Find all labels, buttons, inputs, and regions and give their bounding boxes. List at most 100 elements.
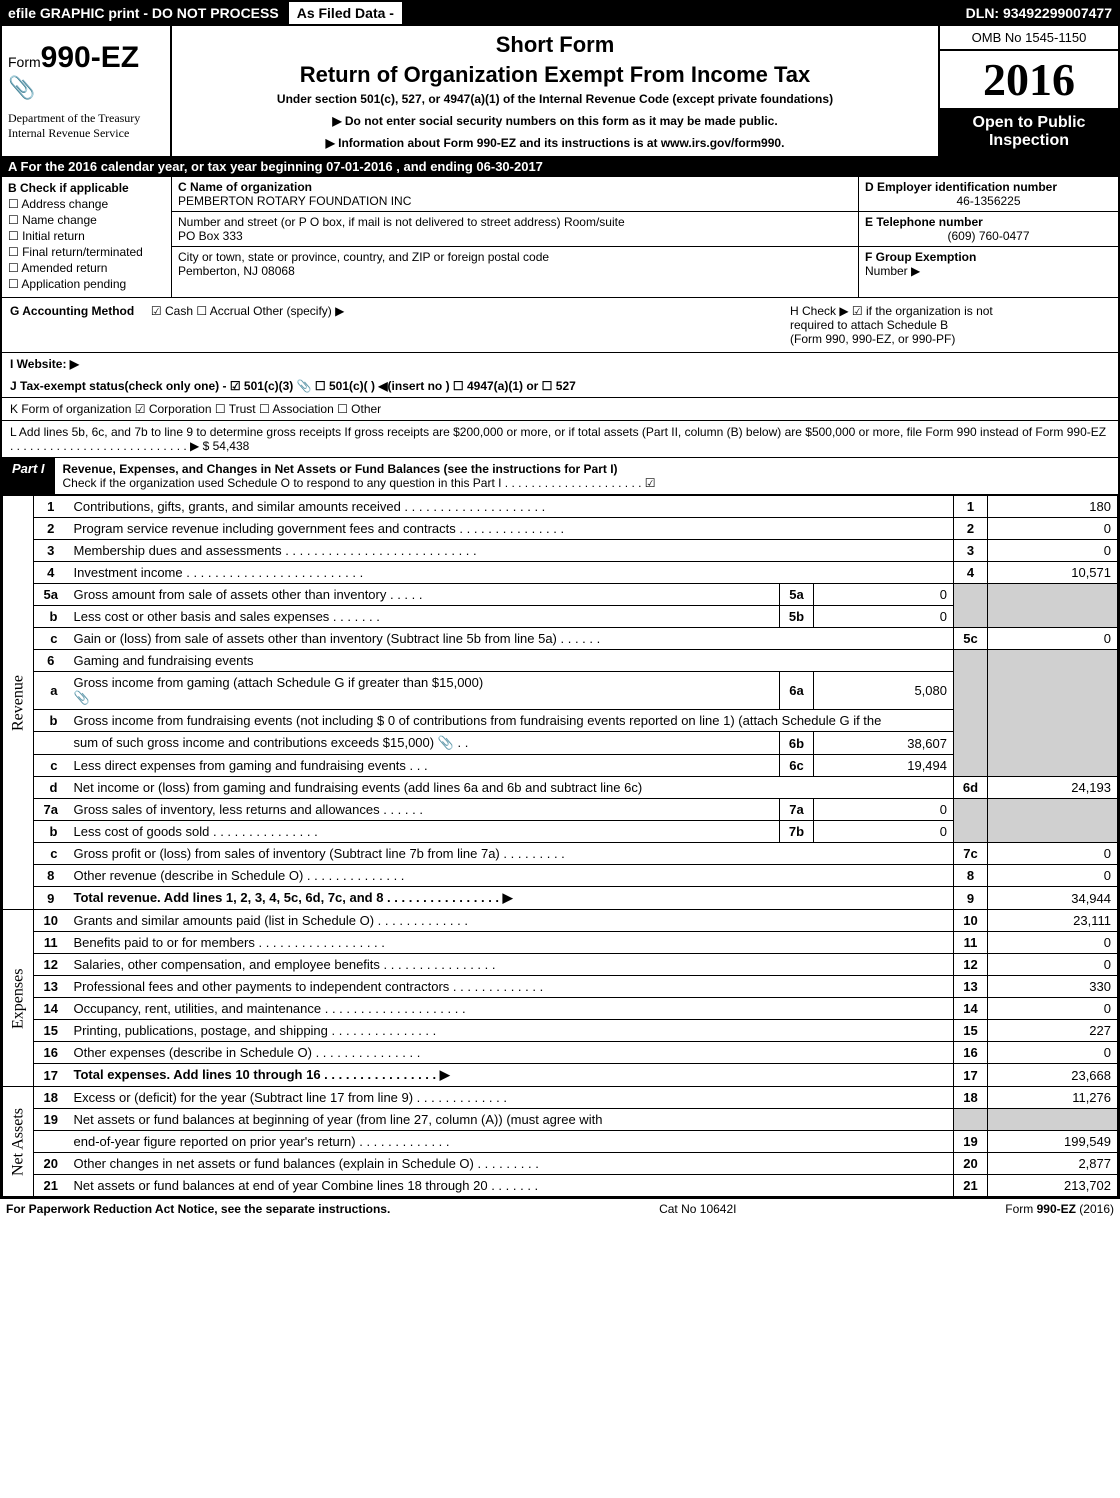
r20-no: 20 [34,1153,68,1175]
efile-label: efile GRAPHIC print - DO NOT PROCESS [2,2,285,24]
row-6b2: sum of such gross income and contributio… [3,732,1118,755]
r19b-no [34,1131,68,1153]
footer-right: Form 990-EZ (2016) [1005,1202,1114,1216]
check-name-change[interactable]: ☐ Name change [8,213,165,227]
r5c-no: c [34,628,68,650]
as-filed-label: As Filed Data - [289,2,402,24]
r20-ov: 2,877 [988,1153,1118,1175]
check-application-pending[interactable]: ☐ Application pending [8,277,165,291]
r10-desc: Grants and similar amounts paid (list in… [68,910,954,932]
r6a-iv: 5,080 [814,672,954,710]
h-line3: (Form 990, 990-EZ, or 990-PF) [790,332,1110,346]
r8-ov: 0 [988,865,1118,887]
section-b: B Check if applicable ☐ Address change ☐… [2,177,172,297]
open-to-public: Open to Public Inspection [940,108,1118,156]
r17-no: 17 [34,1064,68,1087]
part-i-sub: Check if the organization used Schedule … [63,476,656,490]
clip-icon: 📎 [8,75,164,101]
r7c-no: c [34,843,68,865]
r16-no: 16 [34,1042,68,1064]
r14-no: 14 [34,998,68,1020]
line-k: K Form of organization ☑ Corporation ☐ T… [2,397,1118,420]
r1-desc: Contributions, gifts, grants, and simila… [68,496,954,518]
r6-no: 6 [34,650,68,672]
row-2: 2 Program service revenue including gove… [3,518,1118,540]
ein: 46-1356225 [865,194,1112,208]
check-final-return[interactable]: ☐ Final return/terminated [8,245,165,259]
g-options[interactable]: ☑ Cash ☐ Accrual Other (specify) ▶ [151,304,344,318]
r8-on: 8 [954,865,988,887]
line-i: I Website: ▶ [2,352,1118,375]
r21-ov: 213,702 [988,1175,1118,1197]
city-label: City or town, state or province, country… [178,250,852,264]
r6d-ov: 24,193 [988,777,1118,799]
line-j: J Tax-exempt status(check only one) - ☑ … [2,375,1118,397]
group-number: Number ▶ [865,264,920,278]
r14-ov: 0 [988,998,1118,1020]
r5a-desc: Gross amount from sale of assets other t… [68,584,780,606]
r12-desc: Salaries, other compensation, and employ… [68,954,954,976]
group-label: F Group Exemption [865,250,976,264]
r5-gray-ov [988,584,1118,628]
r8-no: 8 [34,865,68,887]
check-amended-return[interactable]: ☐ Amended return [8,261,165,275]
form-no-big: 990-EZ [41,41,139,74]
footer-form-no: 990-EZ [1037,1202,1076,1216]
r17-on: 17 [954,1064,988,1087]
r19-gray-ov [988,1109,1118,1131]
r6-gray-ov [988,650,1118,777]
phone: (609) 760-0477 [865,229,1112,243]
r7-gray-ov [988,799,1118,843]
org-name-cell: C Name of organization PEMBERTON ROTARY … [172,177,858,212]
org-name-label: C Name of organization [178,180,852,194]
footer-left: For Paperwork Reduction Act Notice, see … [6,1202,390,1216]
r19-desc: Net assets or fund balances at beginning… [68,1109,954,1131]
open-line1: Open to Public [944,114,1114,132]
dept-irs: Internal Revenue Service [8,126,164,141]
r7a-desc: Gross sales of inventory, less returns a… [68,799,780,821]
row-6a: a Gross income from gaming (attach Sched… [3,672,1118,710]
r6b2-no [34,732,68,755]
city: Pemberton, NJ 08068 [178,264,852,278]
tax-year: 2016 [940,51,1118,108]
street-label: Number and street (or P O box, if mail i… [178,215,852,229]
dln-label: DLN: 93492299007477 [960,2,1118,24]
street-cell: Number and street (or P O box, if mail i… [172,212,858,247]
r18-on: 18 [954,1087,988,1109]
r3-no: 3 [34,540,68,562]
r19b-desc: end-of-year figure reported on prior yea… [68,1131,954,1153]
r7c-desc: Gross profit or (loss) from sales of inv… [68,843,954,865]
r19-gray-on [954,1109,988,1131]
r21-desc: Net assets or fund balances at end of ye… [68,1175,954,1197]
footer-mid: Cat No 10642I [390,1202,1005,1216]
r5a-no: 5a [34,584,68,606]
g-label: G Accounting Method [10,304,134,318]
r7b-iv: 0 [814,821,954,843]
r15-on: 15 [954,1020,988,1042]
r5c-desc: Gain or (loss) from sale of assets other… [68,628,954,650]
r12-ov: 0 [988,954,1118,976]
r6c-iv: 19,494 [814,755,954,777]
r19b-on: 19 [954,1131,988,1153]
r6d-desc: Net income or (loss) from gaming and fun… [68,777,954,799]
row-7c: c Gross profit or (loss) from sales of i… [3,843,1118,865]
r19-no: 19 [34,1109,68,1131]
row-19: 19 Net assets or fund balances at beginn… [3,1109,1118,1131]
form-number: Form990-EZ [8,41,164,75]
r7c-on: 7c [954,843,988,865]
row-1: Revenue 1 Contributions, gifts, grants, … [3,496,1118,518]
r10-no: 10 [34,910,68,932]
r5a-iv: 0 [814,584,954,606]
r21-on: 21 [954,1175,988,1197]
r5a-in: 5a [780,584,814,606]
check-initial-return[interactable]: ☐ Initial return [8,229,165,243]
line-a: A For the 2016 calendar year, or tax yea… [2,156,1118,177]
r5b-no: b [34,606,68,628]
omb-number: OMB No 1545-1150 [940,26,1118,51]
r6b2-desc: sum of such gross income and contributio… [68,732,780,755]
r6a-in: 6a [780,672,814,710]
r9-ov: 34,944 [988,887,1118,910]
r12-no: 12 [34,954,68,976]
check-address-change[interactable]: ☐ Address change [8,197,165,211]
r10-on: 10 [954,910,988,932]
